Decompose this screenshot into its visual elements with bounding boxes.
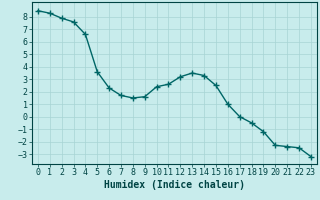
X-axis label: Humidex (Indice chaleur): Humidex (Indice chaleur) <box>104 180 245 190</box>
